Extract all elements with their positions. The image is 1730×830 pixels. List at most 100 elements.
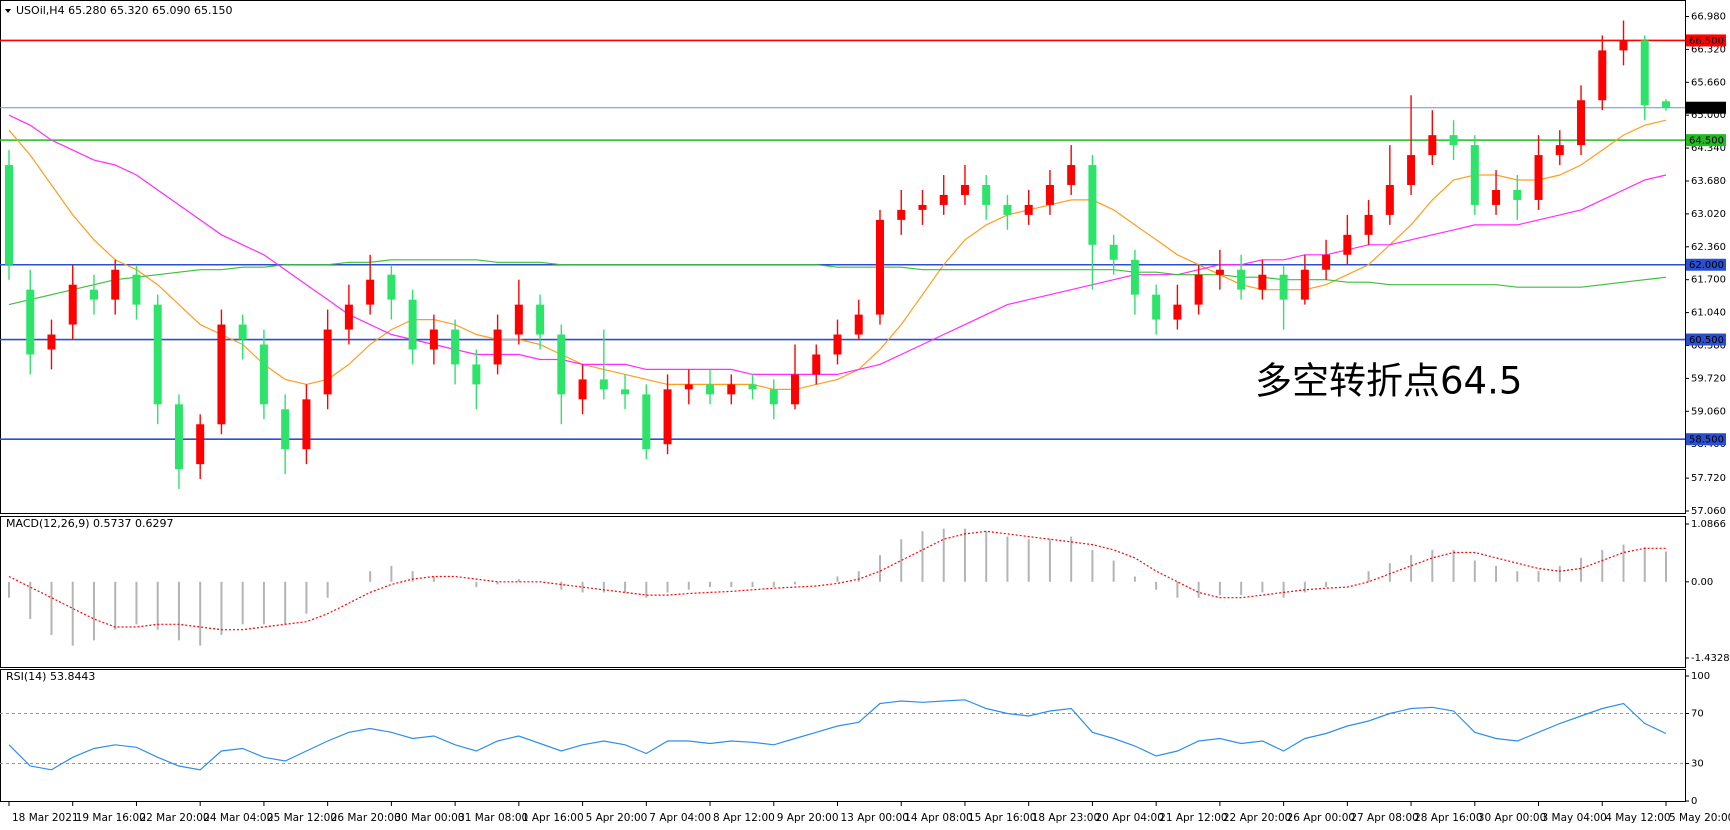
candle-body: [939, 194, 948, 205]
price-plot: [0, 20, 1685, 490]
y-tick-label: 59.720: [1691, 373, 1726, 384]
candle-body: [68, 284, 77, 325]
level-label: 64.500: [1689, 136, 1724, 147]
candle-body: [642, 394, 651, 450]
candle-body: [302, 399, 311, 450]
x-tick-label: 26 Apr 00:00: [1287, 812, 1355, 824]
x-tick-label: 13 Apr 00:00: [841, 812, 909, 824]
candle-body: [174, 404, 183, 470]
x-tick-label: 31 Mar 08:00: [458, 812, 528, 824]
candle-body: [1173, 304, 1182, 320]
candle-body: [89, 289, 98, 300]
candle-body: [429, 329, 438, 350]
level-label: 66.500: [1689, 36, 1724, 47]
candle-body: [1215, 269, 1224, 275]
candle-body: [344, 304, 353, 330]
candle-body: [897, 209, 906, 220]
candle-body: [1237, 269, 1246, 290]
x-tick-label: 18 Apr 23:00: [1032, 812, 1100, 824]
moving-average: [8, 259, 1667, 306]
candle-body: [217, 324, 226, 425]
y-tick-label: 57.720: [1691, 473, 1726, 484]
candle-body: [748, 384, 757, 390]
candle-body: [1194, 274, 1203, 305]
candle-body: [982, 184, 991, 205]
y-tick-label: 70: [1691, 709, 1704, 720]
y-tick-label: 62.360: [1691, 242, 1726, 253]
candle-body: [493, 329, 502, 365]
candle-body: [727, 384, 736, 395]
candle-body: [281, 409, 290, 450]
candle-body: [1619, 40, 1628, 51]
candle-body: [1258, 274, 1267, 290]
moving-average: [8, 114, 1667, 375]
candle-body: [960, 184, 969, 195]
x-tick-label: 30 Apr 00:00: [1478, 812, 1546, 824]
candle-body: [238, 324, 247, 340]
x-tick-label: 30 Mar 00:00: [394, 812, 464, 824]
macd-plot: [8, 528, 1667, 646]
y-tick-label: 65.660: [1691, 77, 1726, 88]
candle-body: [1109, 244, 1118, 260]
candle-body: [1598, 50, 1607, 101]
candle-body: [599, 379, 608, 390]
rsi-line: [8, 699, 1667, 771]
y-tick-label: 63.020: [1691, 209, 1726, 220]
candle-body: [578, 379, 587, 400]
candle-body: [1428, 135, 1437, 156]
x-tick-label: 3 May 04:00: [1542, 812, 1607, 824]
candle-body: [918, 204, 927, 210]
candle-body: [514, 304, 523, 335]
level-label-box: [1686, 258, 1726, 271]
candle-body: [5, 165, 13, 265]
rsi-plot: [0, 699, 1685, 771]
candle-body: [1067, 165, 1076, 185]
rsi-title: RSI(14) 53.8443: [6, 670, 95, 683]
candle-body: [1343, 234, 1352, 255]
axes: 66.980 66.320 65.660 65.000 64.340 63.680 63.0…: [8, 12, 1730, 824]
candle-body: [47, 334, 56, 350]
candle-body: [1534, 155, 1543, 200]
x-tick-label: 1 Apr 16:00: [522, 812, 584, 824]
y-tick-label: 0.00: [1691, 577, 1713, 588]
candle-body: [408, 299, 417, 350]
x-tick-label: 28 Apr 16:00: [1414, 812, 1482, 824]
candle-body: [1130, 259, 1139, 295]
candle-body: [323, 329, 332, 395]
candle-body: [1555, 145, 1564, 156]
candle-body: [451, 329, 460, 365]
candle-body: [833, 334, 842, 355]
candle-body: [536, 304, 545, 335]
x-tick-label: 27 Apr 08:00: [1350, 812, 1418, 824]
level-label-box: [1686, 134, 1726, 147]
candle-body: [706, 384, 715, 395]
y-tick-label: -1.4328: [1691, 653, 1730, 664]
y-tick-label: 1.0866: [1691, 519, 1726, 530]
candle-body: [1024, 204, 1033, 215]
x-tick-label: 20 Apr 04:00: [1095, 812, 1163, 824]
macd-title: MACD(12,26,9) 0.5737 0.6297: [6, 517, 174, 530]
candle-body: [472, 364, 481, 385]
x-tick-label: 19 Mar 16:00: [76, 812, 146, 824]
menu-arrow: [5, 9, 11, 13]
level-label-box: [1686, 101, 1726, 114]
y-tick-label: 66.320: [1691, 44, 1726, 55]
level-label: 65.150: [1689, 103, 1724, 114]
candle-body: [1449, 135, 1458, 146]
x-tick-label: 5 Apr 20:00: [586, 812, 648, 824]
y-tick-label: 63.680: [1691, 176, 1726, 187]
candle-body: [1470, 145, 1479, 205]
x-tick-label: 8 Apr 12:00: [713, 812, 775, 824]
candle-body: [621, 389, 630, 395]
candle-body: [812, 354, 821, 375]
candle-body: [1407, 155, 1416, 185]
level-label-box: [1686, 433, 1726, 446]
candle-body: [1513, 189, 1522, 200]
x-tick-label: 4 May 12:00: [1605, 812, 1670, 824]
candle-body: [1492, 189, 1501, 205]
y-tick-label: 100: [1691, 671, 1710, 682]
price-panel: [0, 0, 1686, 514]
x-tick-label: 14 Apr 08:00: [904, 812, 972, 824]
candle-body: [1577, 100, 1586, 146]
